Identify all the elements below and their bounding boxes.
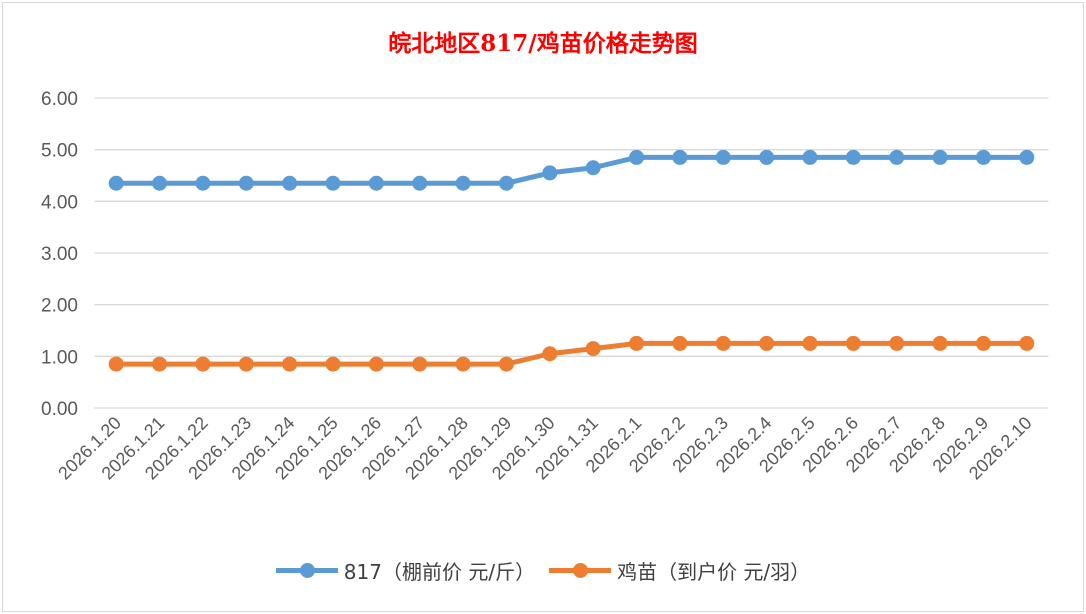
data-point-0: [889, 149, 905, 165]
data-point-1: [1019, 335, 1035, 351]
data-point-0: [975, 149, 991, 165]
data-point-1: [498, 356, 514, 372]
data-point-1: [542, 346, 558, 362]
data-point-0: [672, 149, 688, 165]
chart-title: 皖北地区817/鸡苗价格走势图: [388, 30, 698, 57]
data-point-1: [802, 335, 818, 351]
data-point-1: [932, 335, 948, 351]
data-point-0: [152, 175, 168, 191]
data-point-0: [932, 149, 948, 165]
data-point-1: [238, 356, 254, 372]
data-point-0: [412, 175, 428, 191]
data-point-1: [325, 356, 341, 372]
data-point-1: [282, 356, 298, 372]
data-point-0: [845, 149, 861, 165]
data-point-0: [585, 160, 601, 176]
data-point-1: [152, 356, 168, 372]
legend: 817（棚前价 元/斤） 鸡苗（到户价 元/羽）: [0, 556, 1086, 585]
data-point-1: [195, 356, 211, 372]
y-tick-label: 5.00: [41, 141, 78, 162]
data-point-0: [542, 165, 558, 181]
data-point-0: [195, 175, 211, 191]
data-point-1: [759, 335, 775, 351]
data-point-1: [108, 356, 124, 372]
data-point-1: [455, 356, 471, 372]
y-tick-label: 4.00: [41, 192, 78, 213]
series-line-1: [116, 340, 1027, 367]
legend-item-chick[interactable]: 鸡苗（到户价 元/羽）: [549, 556, 810, 585]
data-point-1: [368, 356, 384, 372]
legend-item-817[interactable]: 817（棚前价 元/斤）: [275, 556, 536, 585]
y-tick-label: 0.00: [41, 399, 78, 420]
data-point-0: [282, 175, 298, 191]
data-point-0: [802, 149, 818, 165]
data-point-0: [1019, 149, 1035, 165]
legend-marker-chick: [549, 563, 612, 578]
data-point-1: [889, 335, 905, 351]
legend-marker-817: [275, 563, 338, 578]
y-tick-label: 2.00: [41, 296, 78, 317]
data-point-1: [585, 341, 601, 357]
data-point-0: [238, 175, 254, 191]
legend-label-chick: 鸡苗（到户价 元/羽）: [617, 560, 811, 584]
data-point-0: [759, 149, 775, 165]
data-point-0: [325, 175, 341, 191]
y-tick-label: 3.00: [41, 244, 78, 265]
data-point-0: [108, 175, 124, 191]
data-point-1: [975, 335, 991, 351]
data-point-0: [368, 175, 384, 191]
data-point-1: [672, 335, 688, 351]
legend-label-817: 817（棚前价 元/斤）: [343, 560, 536, 584]
y-tick-label: 6.00: [41, 89, 78, 110]
data-point-1: [845, 335, 861, 351]
series-line-0: [116, 154, 1027, 186]
y-tick-label: 1.00: [41, 347, 78, 368]
data-point-0: [498, 175, 514, 191]
data-point-0: [455, 175, 471, 191]
data-point-0: [715, 149, 731, 165]
data-point-1: [412, 356, 428, 372]
data-point-1: [629, 335, 645, 351]
data-point-0: [629, 149, 645, 165]
data-point-1: [715, 335, 731, 351]
